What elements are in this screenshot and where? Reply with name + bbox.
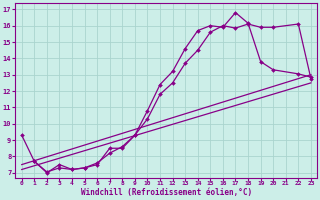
X-axis label: Windchill (Refroidissement éolien,°C): Windchill (Refroidissement éolien,°C): [81, 188, 252, 197]
